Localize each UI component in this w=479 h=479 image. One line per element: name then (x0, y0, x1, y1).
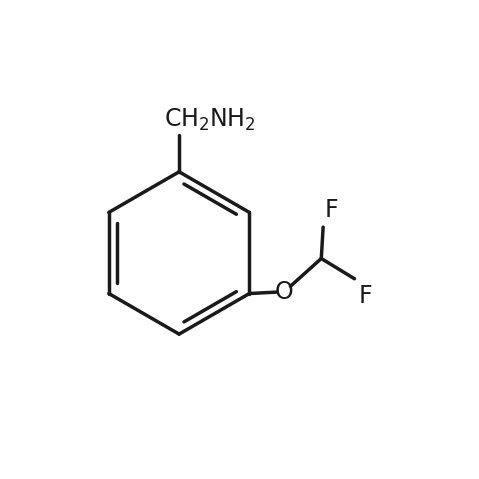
Text: F: F (325, 198, 339, 222)
Text: F: F (358, 285, 372, 308)
Text: O: O (275, 280, 294, 304)
Text: CH$_2$NH$_2$: CH$_2$NH$_2$ (164, 107, 256, 133)
